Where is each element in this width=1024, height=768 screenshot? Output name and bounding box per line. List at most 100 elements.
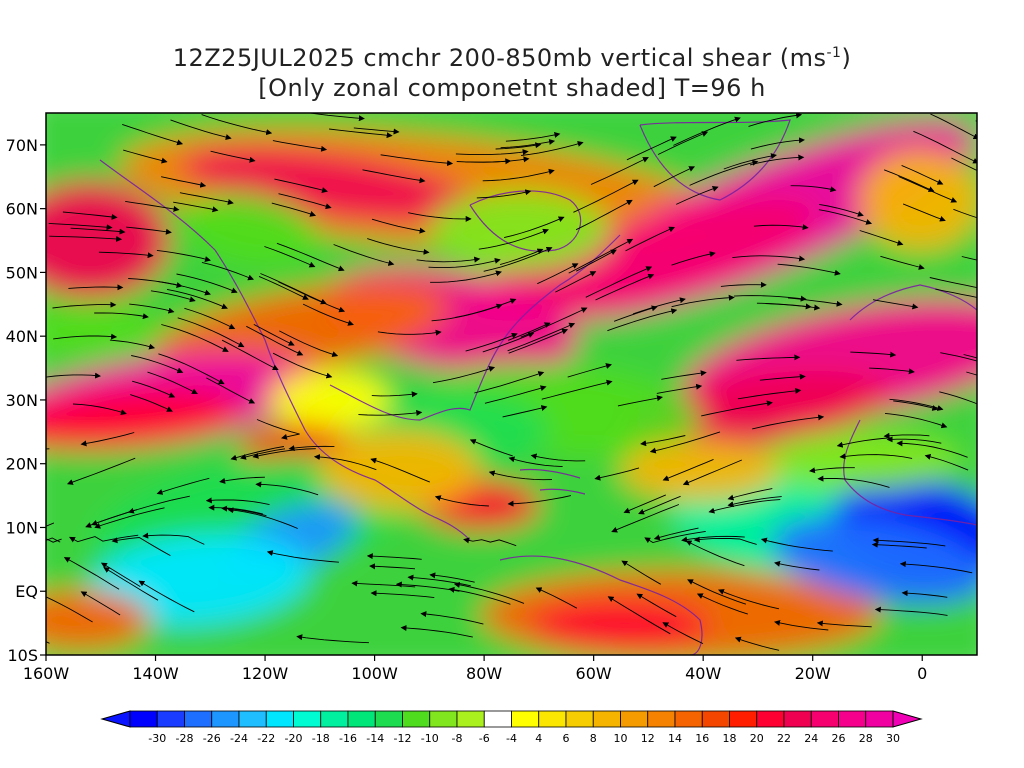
streamline — [902, 203, 946, 222]
streamline — [147, 371, 198, 394]
streamline — [671, 294, 735, 308]
colorbar-low-arrow — [100, 710, 131, 728]
colorbar-swatch — [838, 710, 867, 728]
streamline — [138, 580, 195, 613]
streamline — [685, 540, 745, 567]
streamline — [859, 230, 904, 246]
colorbar-swatch — [647, 710, 676, 728]
streamline — [520, 307, 588, 338]
streamline — [500, 138, 556, 149]
streamline — [951, 157, 977, 171]
streamline — [818, 209, 873, 225]
streamline — [131, 355, 184, 374]
streamline — [883, 432, 930, 439]
colorbar-swatch — [402, 710, 431, 728]
streamline — [748, 113, 803, 127]
colorbar-swatch — [783, 710, 812, 728]
colorbar-label: -12 — [394, 732, 412, 745]
streamline — [46, 596, 93, 623]
streamline — [63, 557, 120, 590]
title-superscript: -1 — [826, 45, 842, 61]
streamline — [68, 284, 124, 291]
streamline — [749, 154, 805, 166]
title-line1-end: ) — [841, 44, 852, 72]
colorbar-swatch — [429, 710, 458, 728]
streamline — [353, 127, 400, 135]
streamline — [428, 257, 501, 269]
streamline — [924, 453, 969, 471]
streamline — [682, 459, 742, 486]
streamline — [369, 563, 416, 570]
colorbar-label: 26 — [832, 732, 846, 745]
streamline — [975, 120, 977, 122]
streamline — [255, 481, 319, 496]
streamline — [150, 290, 196, 303]
colorbar-label: 4 — [535, 732, 542, 745]
lon-label: 140W — [132, 664, 179, 683]
streamline — [720, 281, 767, 288]
streamline — [555, 271, 597, 293]
streamline — [80, 591, 121, 616]
colorbar-swatch — [293, 710, 322, 728]
streamline — [122, 123, 184, 146]
streamline — [953, 208, 977, 219]
streamline — [913, 130, 977, 164]
streamline — [896, 440, 968, 458]
streamline — [66, 457, 136, 485]
streamline — [278, 193, 332, 210]
streamline — [94, 312, 149, 320]
streamline — [568, 238, 634, 274]
streamline — [407, 574, 471, 587]
streamline — [676, 186, 719, 205]
colorbar-label: 14 — [668, 732, 682, 745]
streamline — [176, 273, 238, 294]
streamline — [456, 156, 530, 163]
lat-label: 40N — [6, 327, 38, 346]
colorbar-label: -20 — [285, 732, 303, 745]
colorbar-label: 6 — [563, 732, 570, 745]
streamline — [380, 154, 454, 167]
streamline — [62, 211, 118, 220]
title-line1-text: 12Z25JUL2025 cmchr 200-850mb vertical sh… — [172, 44, 827, 72]
colorbar-swatch — [620, 710, 649, 728]
streamline — [258, 275, 309, 300]
streamline — [613, 305, 658, 322]
colorbar-label: -14 — [366, 732, 384, 745]
streamline — [266, 550, 339, 563]
latitude-axis: 70N 60N 50N 40N 30N 20N 10N EQ 10S — [6, 136, 46, 665]
colorbar-label: -28 — [176, 732, 194, 745]
streamline — [638, 495, 681, 515]
streamline — [594, 467, 640, 481]
streamline — [653, 527, 699, 541]
streamline — [279, 330, 339, 358]
streamline — [836, 437, 892, 448]
streamline — [156, 249, 211, 262]
streamline — [644, 530, 706, 544]
chart-title-line1: 12Z25JUL2025 cmchr 200-850mb vertical sh… — [0, 44, 1024, 72]
colorbar-swatch — [538, 710, 567, 728]
streamline — [901, 590, 948, 598]
streamline — [607, 596, 671, 635]
streamline — [734, 636, 780, 651]
lat-label: 20N — [6, 455, 38, 474]
streamline — [839, 453, 913, 460]
streamline — [939, 391, 977, 407]
streamline — [455, 149, 529, 156]
colorbar-label: -6 — [479, 732, 490, 745]
streamline — [636, 593, 677, 618]
colorbar-label: 28 — [859, 732, 873, 745]
colorbar-label: -22 — [257, 732, 275, 745]
streamline — [632, 297, 686, 315]
streamline — [872, 537, 946, 547]
colorbar-swatch — [674, 710, 703, 728]
streamline — [408, 212, 472, 222]
streamline — [219, 476, 265, 484]
streamline — [469, 439, 513, 457]
streamline — [158, 353, 225, 385]
streamline — [753, 224, 809, 231]
streamline — [662, 458, 714, 481]
lat-label: 10S — [7, 646, 38, 665]
colorbar-swatch — [756, 710, 785, 728]
lon-label: 60W — [576, 664, 612, 683]
streamline — [142, 532, 205, 545]
